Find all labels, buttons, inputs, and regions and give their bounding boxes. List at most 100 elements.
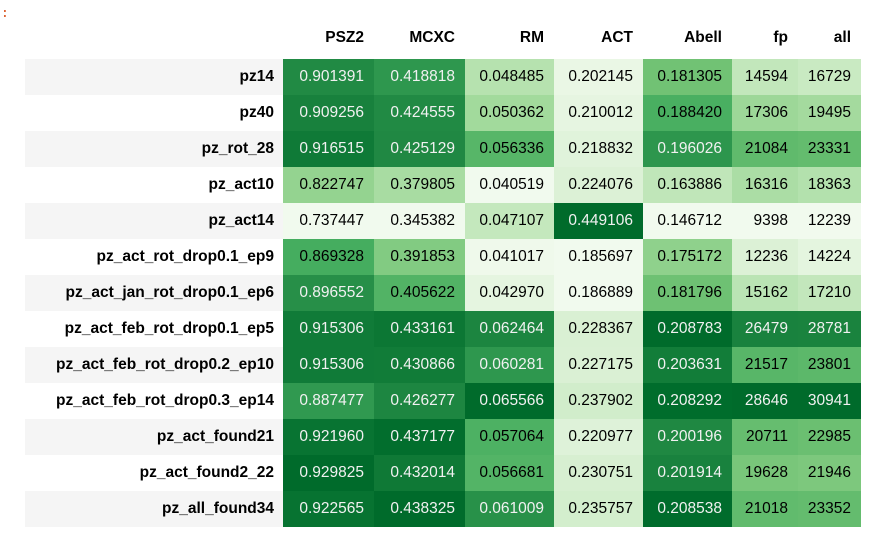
table-cell: 28781 (798, 311, 861, 347)
row-label: pz_act_found2_22 (25, 455, 283, 491)
table-cell: 0.887477 (283, 383, 374, 419)
table-cell: 0.227175 (554, 347, 643, 383)
table-cell: 0.237902 (554, 383, 643, 419)
column-header: all (798, 21, 861, 57)
table-cell: 0.437177 (374, 419, 465, 455)
table-cell: 0.175172 (643, 239, 732, 275)
table-cell: 16729 (798, 54, 861, 95)
table-cell: 0.181305 (643, 54, 732, 95)
table-cell: 0.379805 (374, 167, 465, 203)
row-label: pz_act_feb_rot_drop0.1_ep5 (25, 311, 283, 347)
table-row: pz_act_found2_22 0.929825 0.432014 0.056681… (25, 455, 861, 491)
table-cell: 0.163886 (643, 167, 732, 203)
table-cell: 0.060281 (465, 347, 554, 383)
table-cell: 0.438325 (374, 491, 465, 527)
table-cell: 12239 (798, 203, 861, 239)
table-cell: 19628 (732, 455, 798, 491)
table-cell: 0.041017 (465, 239, 554, 275)
table-row: pz_act_jan_rot_drop0.1_ep6 0.896552 0.4056… (25, 275, 861, 311)
column-header: PSZ2 (283, 21, 374, 57)
table-cell: 0.196026 (643, 131, 732, 167)
table-cell: 0.432014 (374, 455, 465, 491)
table-cell: 0.203631 (643, 347, 732, 383)
table-cell: 0.228367 (554, 311, 643, 347)
row-label: pz_act14 (25, 203, 283, 239)
table-cell: 0.424555 (374, 95, 465, 131)
column-header: MCXC (374, 21, 465, 57)
table-cell: 0.061009 (465, 491, 554, 527)
table-cell: 30941 (798, 383, 861, 419)
index-header (25, 21, 283, 57)
table-cell: 0.208538 (643, 491, 732, 527)
row-label: pz_act_found21 (25, 419, 283, 455)
table-cell: 26479 (732, 311, 798, 347)
table-cell: 0.430866 (374, 347, 465, 383)
header-row: PSZ2 MCXC RM ACT Abell fp all (25, 21, 861, 57)
row-label: pz_act_rot_drop0.1_ep9 (25, 239, 283, 275)
table-cell: 17306 (732, 95, 798, 131)
table-row: pz_act_found21 0.921960 0.437177 0.057064 0.… (25, 419, 861, 455)
table-cell: 21018 (732, 491, 798, 527)
row-label: pz_all_found34 (25, 491, 283, 527)
table-cell: 0.186889 (554, 275, 643, 311)
table-cell: 0.062464 (465, 311, 554, 347)
table-cell: 0.056681 (465, 455, 554, 491)
table-cell: 28646 (732, 383, 798, 419)
table-cell: 0.896552 (283, 275, 374, 311)
table-row: pz_act10 0.822747 0.379805 0.040519 0.224076… (25, 167, 861, 203)
table-cell: 0.433161 (374, 311, 465, 347)
styled-dataframe: PSZ2 MCXC RM ACT Abell fp all pz14 0.901391 0.41… (25, 21, 861, 527)
table-cell: 0.065566 (465, 383, 554, 419)
table-row: pz_act_rot_drop0.1_ep9 0.869328 0.391853 0.… (25, 239, 861, 275)
row-label: pz_act10 (25, 167, 283, 203)
table-cell: 0.922565 (283, 491, 374, 527)
table-cell: 0.210012 (554, 95, 643, 131)
table-cell: 0.929825 (283, 455, 374, 491)
table-cell: 17210 (798, 275, 861, 311)
table-row: pz_rot_28 0.916515 0.425129 0.056336 0.21883… (25, 131, 861, 167)
table-cell: 0.047107 (465, 203, 554, 239)
table-cell: 23801 (798, 347, 861, 383)
table-cell: 21084 (732, 131, 798, 167)
table-header: PSZ2 MCXC RM ACT Abell fp all (25, 21, 861, 57)
table-cell: 15162 (732, 275, 798, 311)
table-cell: 9398 (732, 203, 798, 239)
row-label: pz_rot_28 (25, 131, 283, 167)
table-cell: 21517 (732, 347, 798, 383)
row-label: pz_act_feb_rot_drop0.3_ep14 (25, 383, 283, 419)
column-header: fp (732, 21, 798, 57)
table-cell: 0.185697 (554, 239, 643, 275)
table-cell: 0.235757 (554, 491, 643, 527)
table-cell: 0.181796 (643, 275, 732, 311)
table-row: pz_act14 0.737447 0.345382 0.047107 0.449106… (25, 203, 861, 239)
table-cell: 12236 (732, 239, 798, 275)
table-cell: 0.901391 (283, 54, 374, 95)
table-cell: 0.405622 (374, 275, 465, 311)
table-body: pz14 0.901391 0.418818 0.048485 0.202145 0.18… (25, 54, 861, 527)
row-label: pz14 (25, 54, 283, 95)
table-row: pz_act_feb_rot_drop0.1_ep5 0.915306 0.4331… (25, 311, 861, 347)
table-cell: 0.909256 (283, 95, 374, 131)
table-row: pz_act_feb_rot_drop0.2_ep10 0.915306 0.430… (25, 347, 861, 383)
column-header: ACT (554, 21, 643, 57)
table-cell: 0.224076 (554, 167, 643, 203)
table-cell: 0.426277 (374, 383, 465, 419)
table-cell: 0.449106 (554, 203, 643, 239)
table-cell: 0.869328 (283, 239, 374, 275)
row-label: pz_act_feb_rot_drop0.2_ep10 (25, 347, 283, 383)
table-cell: 19495 (798, 95, 861, 131)
row-label: pz_act_jan_rot_drop0.1_ep6 (25, 275, 283, 311)
table-cell: 0.425129 (374, 131, 465, 167)
table-cell: 0.418818 (374, 54, 465, 95)
table-cell: 22985 (798, 419, 861, 455)
table-cell: 0.916515 (283, 131, 374, 167)
table-cell: 0.146712 (643, 203, 732, 239)
table-cell: 0.391853 (374, 239, 465, 275)
table-cell: 14594 (732, 54, 798, 95)
table-cell: 21946 (798, 455, 861, 491)
cell-prompt-marker: : (1, 6, 9, 21)
table-cell: 0.345382 (374, 203, 465, 239)
table-cell: 16316 (732, 167, 798, 203)
row-label: pz40 (25, 95, 283, 131)
column-header: Abell (643, 21, 732, 57)
